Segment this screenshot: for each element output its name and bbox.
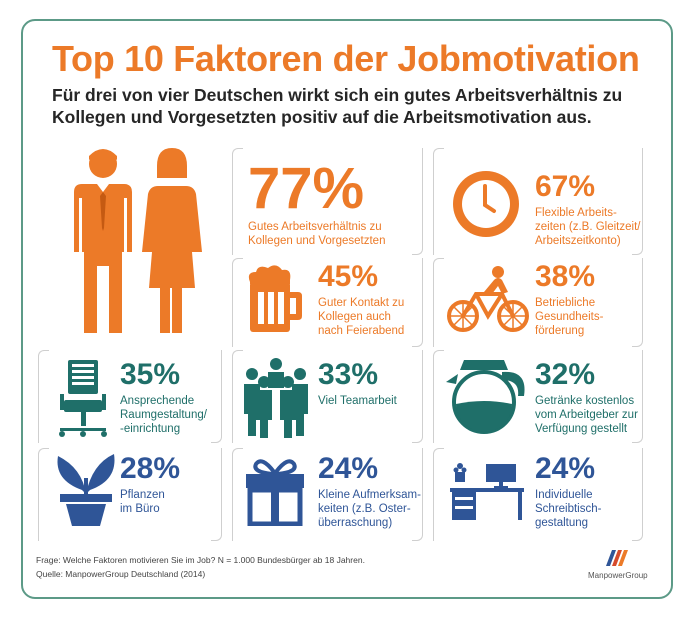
factor-card-24-gift [232,448,423,541]
bicycle-icon [447,266,529,332]
coffee-pot-icon [446,360,525,434]
factor-percentage: 32% [535,358,596,391]
factor-percentage: 33% [318,358,379,391]
desk-icon [450,463,524,520]
factor-label: Gutes Arbeitsverhältnis zu Kollegen und V… [248,221,386,247]
factor-percentage: 67% [535,170,596,203]
factor-percentage: 38% [535,260,596,293]
infographic-frame [21,19,673,599]
factor-card-77 [232,148,423,255]
factor-card-35 [38,350,222,443]
manpowergroup-logo-text: ManpowerGroup [588,571,648,580]
beer-mug-icon [248,265,302,332]
factor-card-32 [433,350,643,443]
factor-label: Kleine Aufmerksam-keiten (z.B. Oster-übe… [318,489,421,529]
factor-label: Pflanzen im Büro [120,489,165,515]
factor-card-28 [38,448,222,541]
factor-percentage: 77% [248,156,365,221]
factor-label: Ansprechende Raumgestaltung/-einrichtung [120,395,207,435]
factor-card-24-desk [433,448,643,541]
business-people-icon [74,148,202,333]
factor-percentage: 35% [120,358,181,391]
factor-label: Betriebliche Gesundheits-förderung [535,297,604,337]
survey-question: Frage: Welche Faktoren motivieren Sie im… [36,555,365,565]
factor-card-45 [232,258,423,347]
team-icon [244,358,308,438]
factor-label: Flexible Arbeits-zeiten (z.B. Gleitzeit/… [535,207,641,247]
office-chair-icon [59,360,107,437]
plant-icon [57,454,115,526]
clock-icon [453,171,519,237]
manpowergroup-logo-icon [606,550,628,566]
page-title: Top 10 Faktoren der Jobmotivation [52,38,640,79]
factor-percentage: 45% [318,260,379,293]
page-subtitle: Für drei von vier Deutschen wirkt sich e… [52,85,623,127]
factor-label: Viel Teamarbeit [318,395,397,407]
factor-percentage: 24% [318,452,379,485]
factor-label: Guter Kontakt zu Kollegen auch nach Feiera… [318,297,405,337]
source-note: Quelle: ManpowerGroup Deutschland (2014) [36,569,206,579]
factor-card-67 [433,148,643,255]
factor-percentage: 28% [120,452,181,485]
factor-label: Getränke kostenlos vom Arbeitgeber zur Ver… [535,395,638,435]
factor-label: Individuelle Schreibtisch-gestaltung [535,489,602,529]
factor-card-38 [433,258,643,347]
gift-icon [246,459,304,526]
factor-card-33 [232,350,423,443]
factor-percentage: 24% [535,452,596,485]
